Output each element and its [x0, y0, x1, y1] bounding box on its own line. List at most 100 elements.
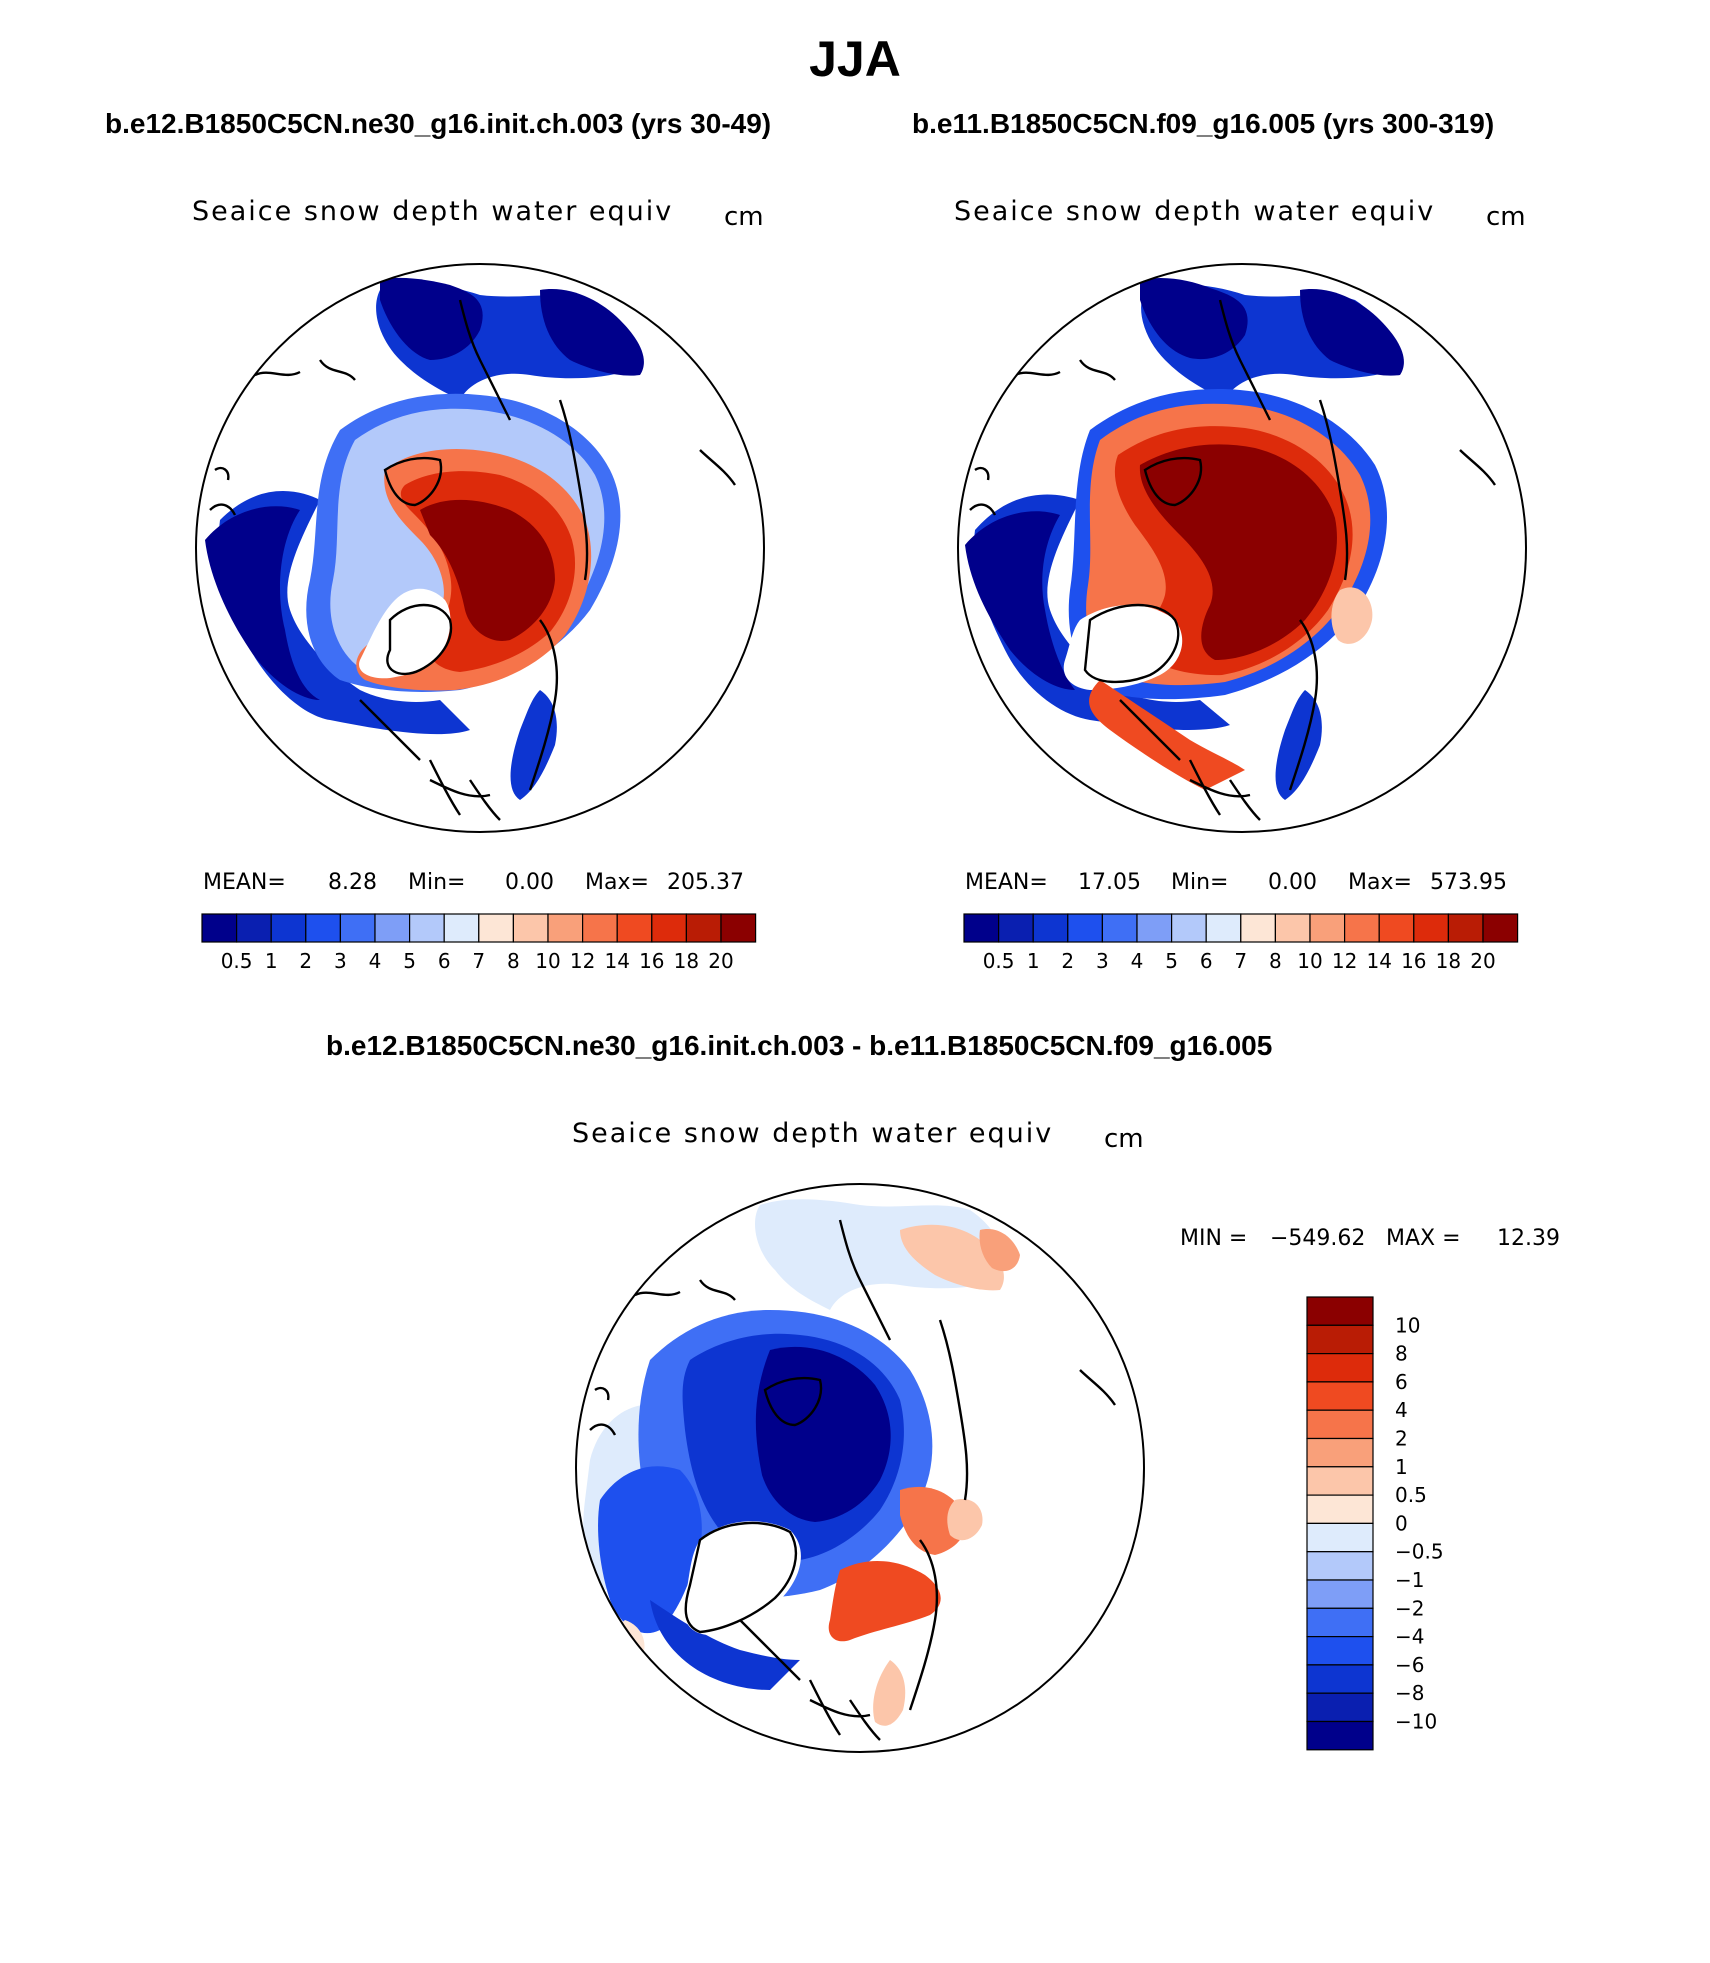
diff-colorbar-tick-label: −8 — [1395, 1681, 1424, 1705]
panel1-min-label: Min= — [408, 870, 466, 895]
panel1-min-value: 0.00 — [505, 870, 554, 895]
panel1-colorbar-swatch — [478, 913, 514, 943]
panel2-colorbar-tick-label: 5 — [1165, 949, 1178, 973]
panel2-variable-name: Seaice snow depth water equiv — [954, 196, 1436, 227]
diff-colorbar-swatch — [1306, 1522, 1374, 1553]
diff-colorbar-swatch — [1306, 1324, 1374, 1355]
panel1-colorbar-tick-label: 0.5 — [221, 949, 253, 973]
panel2-colorbar-swatch — [997, 913, 1034, 943]
panel1-colorbar-swatch — [270, 913, 307, 943]
panel1-colorbar-tick-label: 8 — [507, 949, 520, 973]
panel1-max-label: Max= — [585, 870, 649, 895]
diff-colorbar-tick-label: −0.5 — [1395, 1540, 1444, 1564]
panel2-units: cm — [1486, 202, 1526, 232]
panel2-colorbar-tick-label: 6 — [1200, 949, 1213, 973]
diff-colorbar-swatch — [1306, 1720, 1374, 1751]
panel1-colorbar: 0.5 1 2 3 4 5 6 7 8 10 12 14 16 18 20 — [201, 913, 757, 973]
diff-colorbar-swatch — [1306, 1551, 1374, 1581]
diff-units: cm — [1104, 1124, 1144, 1154]
panel1-colorbar-swatch — [720, 913, 757, 943]
diff-colorbar-swatch — [1306, 1352, 1374, 1383]
panel2-colorbar-tick-label: 20 — [1470, 949, 1495, 973]
panel1-colorbar-tick-label: 4 — [369, 949, 382, 973]
panel1-max-value: 205.37 — [667, 870, 744, 895]
panel2-colorbar-tick-label: 10 — [1297, 949, 1322, 973]
diff-map-boundary — [575, 1183, 1145, 1753]
panel1-snow-field — [205, 277, 644, 800]
diff-colorbar-swatch — [1306, 1409, 1374, 1440]
panel1-colorbar-swatch — [651, 913, 687, 943]
panel1-coastlines — [209, 299, 736, 821]
diff-colorbar-swatch — [1306, 1466, 1374, 1496]
diff-colorbar: 10 8 6 4 2 1 0.5 0 −0.5 −1 −2 −4 −6 −8 −10 — [1306, 1296, 1444, 1751]
panel2-mean-value: 17.05 — [1078, 870, 1141, 895]
panel2-colorbar-tick-label: 18 — [1436, 949, 1461, 973]
diff-colorbar-swatch — [1306, 1494, 1374, 1525]
panel2-colorbar-swatch — [1378, 913, 1415, 943]
panel1-colorbar-swatch — [409, 913, 445, 943]
diff-colorbar-tick-label: −1 — [1395, 1568, 1424, 1592]
diff-colorbar-swatch — [1306, 1607, 1374, 1638]
diff-colorbar-tick-label: 0.5 — [1395, 1483, 1427, 1507]
panel1-mean-value: 8.28 — [328, 870, 377, 895]
panel2-colorbar-swatch — [1136, 913, 1173, 943]
diff-colorbar-swatch — [1306, 1664, 1374, 1694]
panel2-colorbar-swatch — [1032, 913, 1069, 943]
panel2-colorbar-tick-label: 8 — [1269, 949, 1282, 973]
panel1-colorbar-tick-label: 12 — [570, 949, 595, 973]
panel2-max-value: 573.95 — [1430, 870, 1507, 895]
diff-colorbar-tick-label: −4 — [1395, 1625, 1424, 1649]
panel1-colorbar-tick-label: 7 — [472, 949, 485, 973]
panel2-colorbar-tick-label: 16 — [1401, 949, 1426, 973]
panel2-min-label: Min= — [1171, 870, 1229, 895]
panel1-colorbar-tick-label: 5 — [403, 949, 416, 973]
figure-title: JJA — [809, 31, 901, 87]
diff-colorbar-tick-label: 10 — [1395, 1313, 1420, 1337]
diff-colorbar-tick-label: −10 — [1395, 1710, 1437, 1734]
diff-run-label: b.e12.B1850C5CN.ne30_g16.init.ch.003 - b… — [326, 1030, 1273, 1061]
panel1-colorbar-swatch — [201, 913, 238, 943]
panel1-colorbar-tick-label: 2 — [299, 949, 312, 973]
diff-colorbar-tick-label: 2 — [1395, 1427, 1408, 1451]
panel1-colorbar-swatch — [582, 913, 618, 943]
panel2-snow-field — [965, 277, 1404, 800]
diff-colorbar-tick-label: −2 — [1395, 1596, 1424, 1620]
panel2-colorbar-tick-label: 7 — [1234, 949, 1247, 973]
diff-colorbar-swatch — [1306, 1437, 1374, 1468]
diff-colorbar-tick-label: 4 — [1395, 1398, 1408, 1422]
panel1-variable-name: Seaice snow depth water equiv — [192, 196, 674, 227]
diff-colorbar-swatch — [1306, 1692, 1374, 1723]
panel2-run-label: b.e11.B1850C5CN.f09_g16.005 (yrs 300-319… — [912, 108, 1495, 139]
panel1-colorbar-tick-label: 14 — [604, 949, 629, 973]
panel2-colorbar-swatch — [1413, 913, 1449, 943]
diff-colorbar-tick-label: −6 — [1395, 1653, 1424, 1677]
panel2-colorbar-swatch — [1482, 913, 1519, 943]
panel1-colorbar-swatch — [305, 913, 342, 943]
panel2-colorbar-swatch — [1171, 913, 1207, 943]
panel1-colorbar-swatch — [685, 913, 722, 943]
panel2-map-boundary — [957, 263, 1527, 833]
panel2-coastlines — [969, 299, 1496, 821]
panel2-colorbar-tick-label: 12 — [1332, 949, 1357, 973]
diff-snow-field — [583, 1199, 1020, 1726]
panel2-colorbar-tick-label: 1 — [1027, 949, 1040, 973]
panel2-colorbar-tick-label: 2 — [1061, 949, 1074, 973]
diff-coastlines — [589, 1219, 1116, 1741]
diff-colorbar-swatch — [1306, 1579, 1374, 1609]
panel1-units: cm — [724, 202, 764, 232]
diff-colorbar-tick-label: 1 — [1395, 1455, 1408, 1479]
panel1-colorbar-tick-label: 3 — [334, 949, 347, 973]
panel1-colorbar-tick-label: 16 — [639, 949, 664, 973]
panel1-colorbar-swatch — [339, 913, 376, 943]
diff-colorbar-tick-label: 8 — [1395, 1342, 1408, 1366]
panel2-colorbar-swatch — [1101, 913, 1138, 943]
panel2-max-label: Max= — [1348, 870, 1412, 895]
panel1-colorbar-swatch — [235, 913, 272, 943]
diff-min-label: MIN = — [1180, 1226, 1248, 1251]
panel2-colorbar-tick-label: 4 — [1131, 949, 1144, 973]
panel1-colorbar-tick-label: 1 — [265, 949, 278, 973]
panel2-colorbar-swatch — [1274, 913, 1311, 943]
panel2-colorbar: 0.5 1 2 3 4 5 6 7 8 10 12 14 16 18 20 — [963, 913, 1519, 973]
